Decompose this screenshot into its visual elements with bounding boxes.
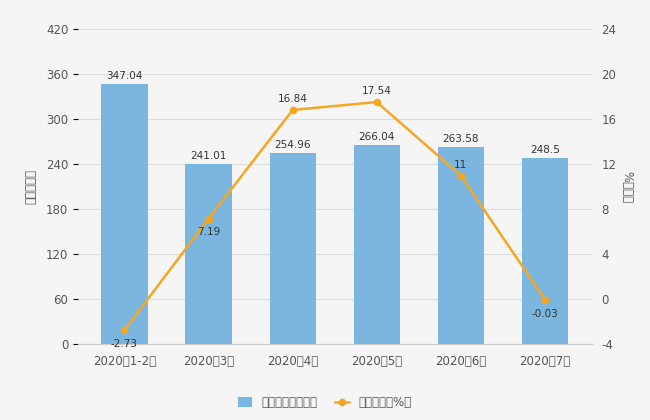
Text: 17.54: 17.54 bbox=[362, 86, 392, 96]
Y-axis label: 单位：万吨: 单位：万吨 bbox=[25, 169, 38, 205]
Text: 248.5: 248.5 bbox=[530, 145, 560, 155]
Text: 263.58: 263.58 bbox=[443, 134, 479, 144]
Bar bbox=[354, 145, 400, 344]
Text: -2.73: -2.73 bbox=[111, 339, 138, 349]
Text: 266.04: 266.04 bbox=[359, 132, 395, 142]
Text: 241.01: 241.01 bbox=[190, 151, 227, 160]
Bar bbox=[185, 164, 231, 344]
Bar bbox=[522, 158, 568, 344]
Legend: 当月产量（万吨）, 同比增长（%）: 当月产量（万吨）, 同比增长（%） bbox=[233, 392, 417, 414]
Bar bbox=[438, 147, 484, 344]
Text: -0.03: -0.03 bbox=[532, 309, 558, 319]
Text: 7.19: 7.19 bbox=[197, 227, 220, 237]
Text: 254.96: 254.96 bbox=[274, 140, 311, 150]
Y-axis label: %：同比: %：同比 bbox=[620, 171, 633, 203]
Text: 16.84: 16.84 bbox=[278, 94, 307, 104]
Bar bbox=[101, 84, 148, 344]
Text: 11: 11 bbox=[454, 160, 467, 170]
Bar bbox=[270, 153, 316, 344]
Text: 347.04: 347.04 bbox=[107, 71, 142, 81]
